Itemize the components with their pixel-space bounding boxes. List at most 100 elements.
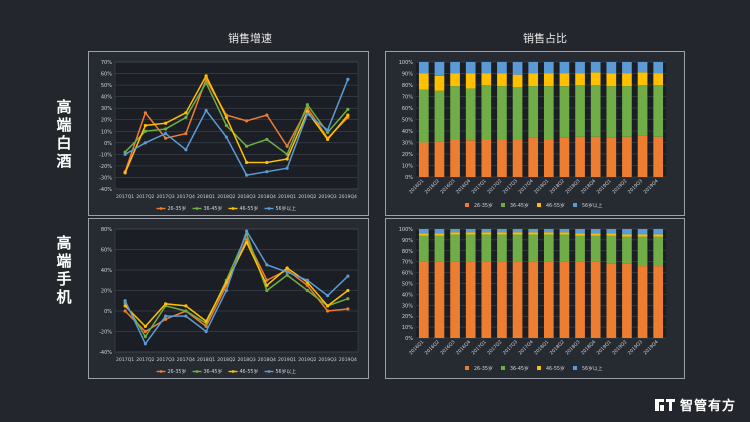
series-point <box>204 81 208 85</box>
x-tick-label: 2018Q1 <box>533 178 550 195</box>
x-tick-label: 2016Q4 <box>455 178 472 195</box>
y-tick-label: 20% <box>101 289 112 295</box>
bar-segment-4 <box>653 62 664 74</box>
x-tick-label: 2017Q1 <box>471 339 488 356</box>
series-point <box>143 335 147 339</box>
left-column-title: 销售增速 <box>228 32 272 45</box>
x-tick-label: 2018Q3 <box>564 178 581 195</box>
y-tick-label: -10% <box>99 152 112 158</box>
bar-segment-4 <box>559 62 570 74</box>
series-point <box>326 304 330 308</box>
x-tick-label: 2018Q1 <box>197 357 215 363</box>
series-point <box>326 294 330 298</box>
series-point <box>123 150 127 154</box>
series-point <box>265 160 269 165</box>
series-point <box>326 130 330 135</box>
x-tick-label: 2018Q1 <box>197 194 215 200</box>
bar-segment-1 <box>512 261 523 338</box>
bar-segment-1 <box>559 137 570 177</box>
series-point <box>204 329 208 334</box>
bar-segment-4 <box>497 229 507 233</box>
bar-segment-2 <box>559 234 570 262</box>
bar-segment-3 <box>543 232 554 235</box>
legend-marker <box>159 207 163 210</box>
series-point <box>285 144 289 148</box>
series-point <box>245 119 249 123</box>
bar-segment-2 <box>528 234 539 262</box>
x-tick-label: 2017Q2 <box>136 194 154 200</box>
x-tick-label: 2019Q2 <box>298 194 316 200</box>
y-tick-label: 0% <box>405 336 413 342</box>
legend-swatch <box>573 203 577 207</box>
bar-segment-1 <box>450 139 460 177</box>
bar-segment-2 <box>450 234 460 262</box>
bar-segment-1 <box>512 139 523 177</box>
series-line-2 <box>124 81 349 156</box>
x-tick-label: 2018Q2 <box>217 357 235 363</box>
series-point <box>326 128 330 132</box>
series-point <box>123 152 127 156</box>
bar-segment-4 <box>450 62 460 74</box>
bar-segment-3 <box>512 232 523 235</box>
series-point <box>346 288 350 293</box>
series-point <box>224 115 228 120</box>
series-point <box>305 288 309 293</box>
bar-segment-4 <box>575 62 585 74</box>
phone-share-panel: 0% 10% 20% 30% 40% 50% 60% 70% 80% 90% 100% 2016Q1 2… <box>385 218 685 379</box>
bar-segment-1 <box>465 261 476 338</box>
y-tick-label: 40% <box>402 129 413 135</box>
x-tick-label: 2018Q4 <box>580 339 597 356</box>
liquor-growth-chart: -40% -30% -20% -10% 0% 10% 20% 30% 40% 50% 60% 70% 2… <box>99 60 359 212</box>
bar-segment-1 <box>528 261 539 338</box>
bar-segment-1 <box>575 261 585 338</box>
y-tick-label: 60% <box>402 271 413 277</box>
bar-segment-3 <box>575 73 585 85</box>
bar-segment-4 <box>622 62 632 74</box>
x-tick-label: 2016Q4 <box>455 339 472 356</box>
series-point <box>265 170 269 174</box>
bar-segment-3 <box>606 233 617 236</box>
x-tick-label: 2018Q4 <box>258 194 276 200</box>
x-tick-label: 2018Q4 <box>258 357 276 363</box>
bar-segment-4 <box>559 229 570 233</box>
legend-swatch <box>537 203 541 207</box>
y-tick-label: 60% <box>101 72 112 78</box>
bar-segment-2 <box>622 236 632 264</box>
series-point <box>123 304 127 308</box>
bar-segment-4 <box>465 229 476 233</box>
series-point <box>204 319 208 323</box>
series-point <box>164 302 168 306</box>
series-point <box>265 263 269 267</box>
liquor-growth-panel: -40% -30% -20% -10% 0% 10% 20% 30% 40% 50% 60% 70% 2… <box>88 51 369 216</box>
y-tick-label: -20% <box>99 164 112 170</box>
bar-segment-4 <box>622 229 632 235</box>
legend-label: 26-35岁 <box>474 365 493 372</box>
bar-segment-4 <box>653 229 664 235</box>
legend-label: 56岁以上 <box>582 202 603 209</box>
series-point <box>143 141 147 145</box>
x-tick-label: 2017Q2 <box>136 357 154 363</box>
bar-segment-2 <box>543 86 554 140</box>
y-tick-label: 100% <box>399 227 414 233</box>
bar-segment-1 <box>590 261 601 338</box>
series-point <box>305 103 309 107</box>
bar-segment-3 <box>465 73 476 89</box>
bar-segment-4 <box>481 229 492 233</box>
legend-swatch <box>465 366 469 370</box>
series-line-4 <box>124 79 349 176</box>
x-tick-label: 2019Q4 <box>642 178 659 195</box>
legend-label: 36-45岁 <box>510 365 529 372</box>
bar-segment-1 <box>590 136 601 177</box>
series-point <box>164 121 168 125</box>
x-tick-label: 2017Q4 <box>517 178 534 195</box>
bar-segment-2 <box>637 85 648 136</box>
y-tick-label: 90% <box>402 72 413 78</box>
bar-segment-3 <box>528 232 539 235</box>
bar-segment-4 <box>543 229 554 233</box>
bar-segment-2 <box>481 234 492 262</box>
legend-marker <box>231 207 235 210</box>
phone-growth-chart: -40% -20% 0% 20% 40% 60% 80% 2017Q1 2017Q2 2017Q3… <box>99 227 359 375</box>
y-tick-label: -40% <box>99 350 112 356</box>
bar-segment-2 <box>543 234 554 262</box>
bar-segment-3 <box>497 73 507 87</box>
